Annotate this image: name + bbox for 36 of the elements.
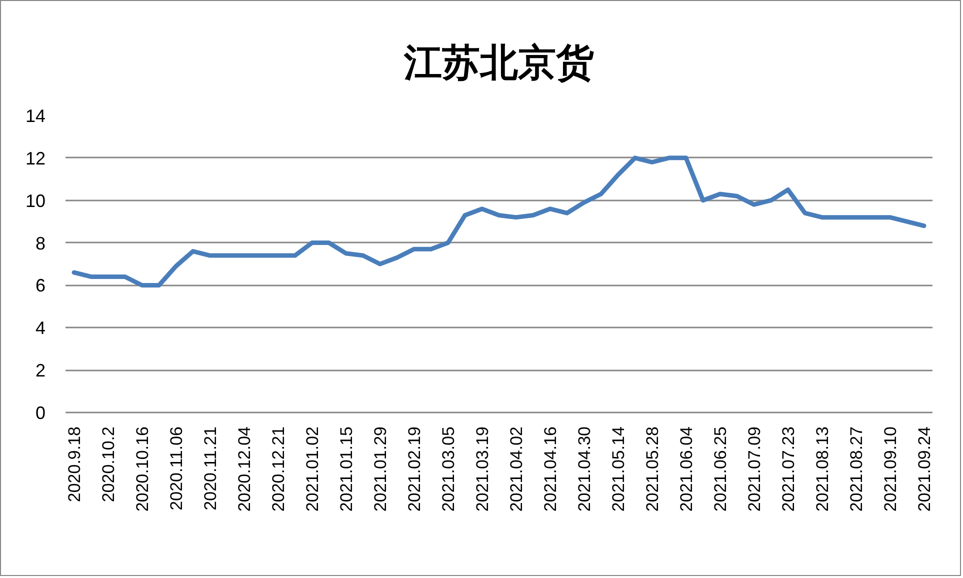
y-tick-label: 12 (25, 148, 46, 168)
x-tick-label: 2021.09.24 (915, 426, 934, 512)
x-tick-label: 2021.01.29 (371, 426, 390, 512)
x-tick-label: 2021.01.02 (303, 426, 322, 512)
chart-title: 江苏北京货 (403, 42, 594, 84)
y-tick-label: 6 (35, 276, 46, 296)
y-tick-label: 10 (25, 190, 46, 211)
x-tick-label: 2021.01.15 (337, 426, 356, 512)
y-tick-label: 14 (25, 106, 46, 126)
x-tick-label: 2020.11.06 (167, 426, 186, 510)
x-tick-label: 2020.9.18 (65, 426, 84, 502)
x-tick-label: 2020.10.16 (133, 426, 152, 512)
x-tick-label: 2021.09.10 (881, 426, 900, 512)
x-tick-label: 2021.04.30 (575, 426, 594, 512)
x-tick-label: 2021.08.13 (813, 426, 832, 512)
y-tick-label: 4 (35, 318, 46, 338)
x-tick-label: 2021.07.09 (745, 426, 764, 512)
x-tick-label: 2021.05.28 (643, 426, 662, 512)
y-tick-label: 0 (35, 403, 46, 423)
x-tick-label: 2021.03.05 (439, 426, 458, 512)
x-tick-label: 2021.07.23 (779, 426, 798, 512)
x-tick-label: 2021.04.02 (507, 426, 526, 512)
x-tick-label: 2020.12.04 (235, 426, 254, 512)
x-tick-label: 2020.11.21 (201, 426, 220, 510)
x-tick-label: 2020.10.2 (99, 426, 118, 502)
x-tick-label: 2021.08.27 (847, 426, 866, 512)
x-tick-label: 2021.04.16 (541, 426, 560, 512)
x-tick-label: 2021.05.14 (609, 426, 628, 512)
x-tick-label: 2021.02.19 (405, 426, 424, 512)
x-tick-label: 2021.06.04 (677, 426, 696, 512)
y-tick-label: 8 (35, 233, 46, 254)
x-tick-label: 2020.12.21 (269, 426, 288, 512)
y-tick-label: 2 (35, 360, 46, 381)
x-tick-label: 2021.06.25 (711, 426, 730, 512)
line-series (72, 156, 926, 288)
x-tick-label: 2021.03.19 (473, 426, 492, 512)
